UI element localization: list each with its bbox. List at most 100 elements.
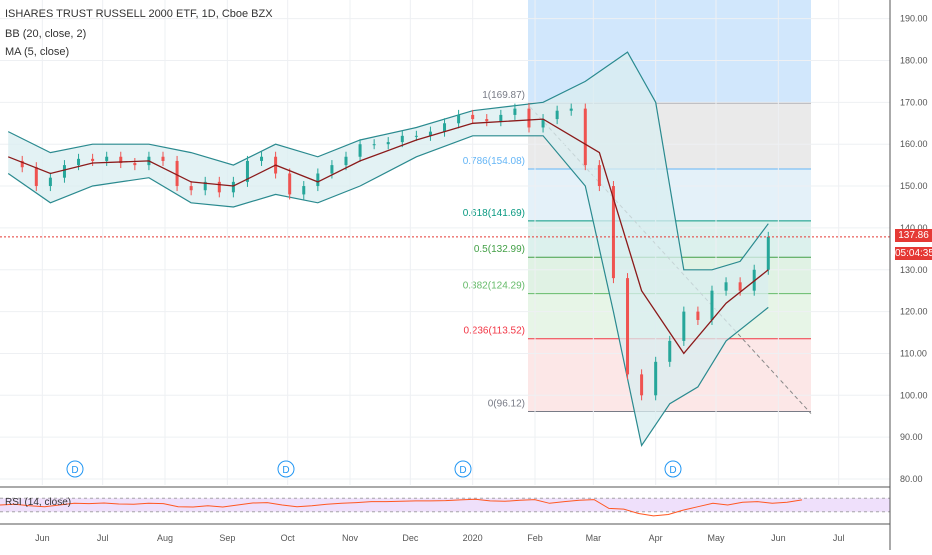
- candle-body: [527, 108, 531, 128]
- fib-level-label: 0.236(113.52): [463, 326, 525, 337]
- dividend-marker[interactable]: [454, 460, 472, 478]
- candle-body: [119, 156, 123, 164]
- bb-fill: [8, 52, 769, 446]
- fib-level-label: 0.618(141.69): [463, 208, 525, 219]
- price-axis-tick-label: 120.00: [900, 307, 928, 317]
- price-axis-tick-label: 160.00: [900, 139, 928, 149]
- candle-body: [330, 165, 334, 174]
- candle-body: [583, 108, 587, 166]
- fib-level-label: 1(169.87): [482, 90, 525, 101]
- price-axis-tick-label: 100.00: [900, 390, 928, 400]
- candle-body: [20, 160, 24, 168]
- candle-body: [668, 340, 672, 362]
- time-axis-tick-label: May: [707, 533, 725, 543]
- price-axis-tick-label: 90.00: [900, 432, 923, 442]
- candle-body: [738, 282, 742, 291]
- bollinger-bands: [7, 51, 769, 448]
- candle-body: [626, 278, 630, 375]
- candle-body: [654, 361, 658, 396]
- dividend-marker-label: D: [282, 465, 289, 476]
- candle-body: [302, 186, 306, 195]
- time-axis-tick-label: Apr: [649, 533, 663, 543]
- price-axis-tick-label: 170.00: [900, 97, 928, 107]
- price-axis-tick-label: 80.00: [900, 474, 923, 484]
- price-axis-tick-label: 190.00: [900, 14, 928, 24]
- candle-body: [682, 311, 686, 341]
- candle-body: [428, 131, 432, 136]
- dividend-marker-label: D: [669, 465, 676, 476]
- time-axis-tick-label: Aug: [157, 533, 173, 543]
- dividend-marker-label: D: [71, 465, 78, 476]
- price-axis-bg: [890, 0, 932, 550]
- symbol-title: ISHARES TRUST RUSSELL 2000 ETF, 1D, Cboe…: [5, 8, 273, 20]
- rsi-pane[interactable]: [0, 497, 890, 517]
- candle-body: [344, 156, 348, 166]
- rsi-line: [0, 498, 803, 517]
- fib-level-label: 0(96.12): [488, 399, 525, 410]
- candle-body: [231, 181, 235, 193]
- candle-body: [443, 123, 447, 132]
- countdown-tag: 05:04:35: [895, 247, 932, 260]
- candle-body: [372, 144, 376, 146]
- candle-body: [245, 160, 249, 182]
- time-axis-tick-label: Jun: [771, 533, 786, 543]
- candle-body: [485, 119, 489, 122]
- candle-body: [77, 158, 81, 166]
- candle-body: [203, 181, 207, 191]
- candle-body: [91, 158, 95, 161]
- price-axis-tick-label: 110.00: [900, 348, 927, 358]
- time-axis[interactable]: Jun Jul Aug Sep Oct Nov Dec 2020 Feb Mar Apr May Jun…: [0, 523, 890, 543]
- candle-body: [471, 114, 475, 120]
- time-axis-tick-label: Dec: [402, 533, 419, 543]
- fib-zone-top: [528, 0, 811, 103]
- price-axis-tick-label: 130.00: [900, 265, 928, 275]
- ma-indicator-label[interactable]: MA (5, close): [5, 46, 70, 58]
- candle-body: [569, 108, 573, 111]
- fib-level-label: 0.786(154.08): [463, 156, 525, 167]
- candle-body: [105, 156, 109, 161]
- candle-body: [766, 236, 770, 270]
- moving-average: [7, 118, 769, 355]
- time-axis-tick-label: Jul: [97, 533, 109, 543]
- candle-body: [597, 165, 601, 187]
- candle-body: [400, 135, 404, 143]
- candle-body: [499, 114, 503, 122]
- time-axis-tick-label: Oct: [281, 533, 296, 543]
- candle-body: [175, 160, 179, 187]
- dividend-marker[interactable]: [664, 460, 682, 478]
- dividend-marker[interactable]: [66, 460, 84, 478]
- candle-body: [34, 167, 38, 187]
- candle-body: [541, 119, 545, 128]
- time-axis-tick-label: Mar: [586, 533, 602, 543]
- last-price-tag: 137.86: [895, 229, 932, 242]
- time-axis-tick-label: Jun: [35, 533, 50, 543]
- candle-body: [724, 282, 728, 291]
- candle-body: [611, 186, 615, 279]
- candle-body: [189, 186, 193, 191]
- candle-body: [161, 156, 165, 161]
- time-axis-tick-label: Jul: [833, 533, 845, 543]
- candle-body: [696, 311, 700, 320]
- time-axis-tick-label: Nov: [342, 533, 359, 543]
- candle-body: [457, 114, 461, 124]
- price-axis[interactable]: 190.00 180.00 170.00 160.00 150.00 140.00 130.…: [889, 0, 932, 550]
- candle-body: [260, 156, 264, 161]
- candle-body: [288, 173, 292, 195]
- candle-body: [316, 173, 320, 187]
- candle-body: [48, 177, 52, 187]
- dividend-marker-label: D: [459, 465, 466, 476]
- candle-body: [555, 110, 559, 120]
- candle-body: [62, 165, 66, 178]
- dividend-marker[interactable]: [277, 460, 295, 478]
- candle-body: [513, 108, 517, 115]
- rsi-indicator-label[interactable]: RSI (14, close): [5, 497, 72, 508]
- bb-lower-line: [7, 135, 769, 448]
- price-axis-tick-label: 140.00: [900, 223, 928, 233]
- grid: [0, 0, 890, 485]
- candle-body: [358, 144, 362, 157]
- bb-indicator-label[interactable]: BB (20, close, 2): [5, 28, 87, 40]
- candle-body: [386, 142, 390, 145]
